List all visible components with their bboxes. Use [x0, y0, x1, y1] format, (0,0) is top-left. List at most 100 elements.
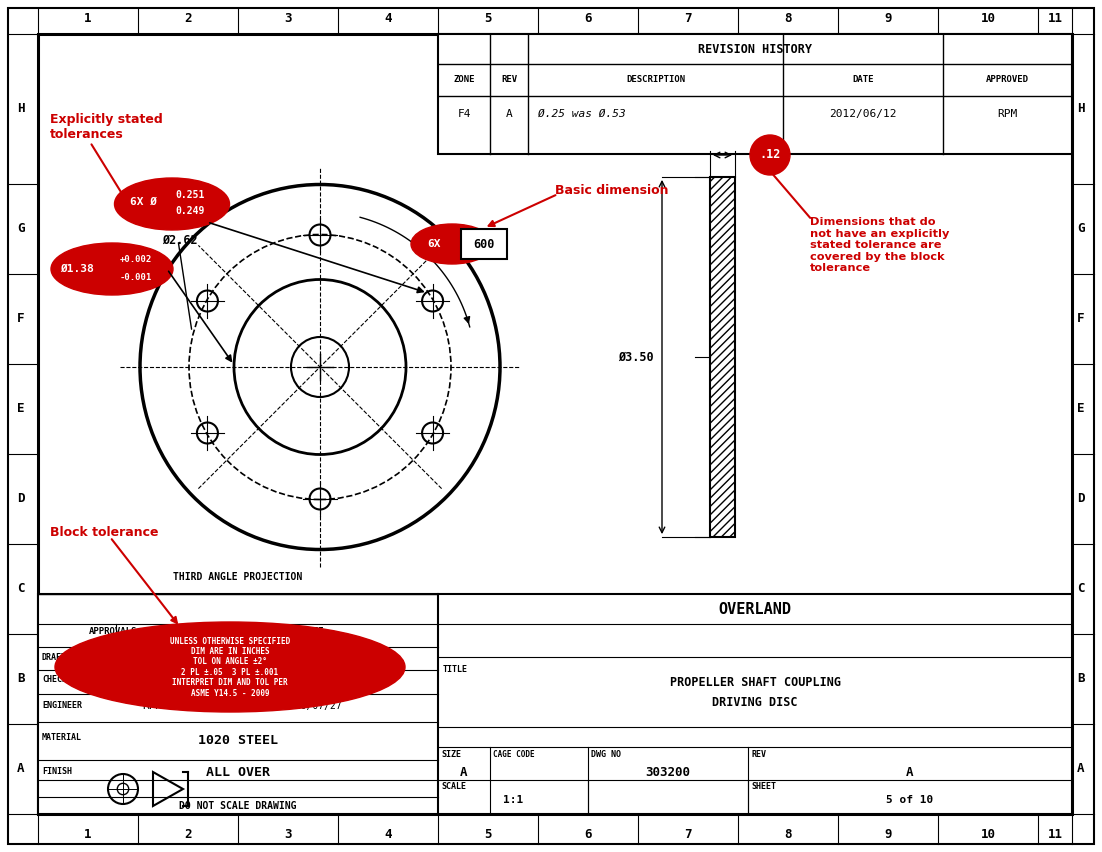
Text: THIRD ANGLE PROJECTION: THIRD ANGLE PROJECTION [173, 572, 303, 582]
Text: DATE: DATE [852, 76, 874, 84]
Text: A: A [1078, 763, 1084, 775]
Text: 6X Ø: 6X Ø [130, 197, 156, 207]
Text: 2: 2 [184, 827, 192, 841]
Text: REV: REV [750, 750, 766, 759]
Text: Ø1.38: Ø1.38 [60, 264, 94, 274]
Text: C: C [1078, 583, 1084, 596]
Text: 10: 10 [981, 11, 995, 25]
Text: D: D [1078, 492, 1084, 505]
Bar [710, 177, 735, 537]
Text: CAGE CODE: CAGE CODE [493, 750, 534, 759]
Text: 7: 7 [684, 827, 692, 841]
Text: Ø3.50: Ø3.50 [618, 350, 653, 364]
Text: APPROVED: APPROVED [986, 76, 1029, 84]
Bar [37, 594, 1072, 814]
Text: A: A [906, 765, 914, 779]
Text: PRT: PRT [142, 652, 162, 662]
Ellipse shape [234, 279, 406, 454]
Text: 600: 600 [474, 238, 495, 250]
Text: PROPELLER SHAFT COUPLING: PROPELLER SHAFT COUPLING [670, 676, 841, 688]
Text: 303200: 303200 [646, 765, 691, 779]
Text: .12: .12 [759, 148, 780, 162]
Text: 8: 8 [785, 827, 791, 841]
Text: 4: 4 [385, 11, 391, 25]
Text: UNLESS OTHERWISE SPECIFIED
DIM ARE IN INCHES
TOL ON ANGLE ±2°
2 PL ±.05  3 PL ±.: UNLESS OTHERWISE SPECIFIED DIM ARE IN IN… [170, 636, 290, 698]
Text: FINISH: FINISH [42, 767, 72, 775]
Text: RPM: RPM [997, 109, 1017, 119]
Text: DESCRIPTION: DESCRIPTION [626, 76, 685, 84]
Text: Block tolerance: Block tolerance [50, 526, 159, 538]
Text: ALL OVER: ALL OVER [206, 765, 270, 779]
Text: H: H [1078, 102, 1084, 116]
Text: G: G [1078, 222, 1084, 235]
Text: 11: 11 [1048, 827, 1062, 841]
Text: 6: 6 [584, 11, 592, 25]
Text: -0.001: -0.001 [120, 273, 152, 283]
Text: REV: REV [501, 76, 517, 84]
Text: APPROVALS: APPROVALS [89, 628, 137, 636]
Text: F: F [18, 313, 24, 325]
Bar [437, 34, 1072, 154]
Text: DRIVING DISC: DRIVING DISC [712, 695, 798, 709]
Text: 5: 5 [484, 11, 491, 25]
Text: 5: 5 [484, 827, 491, 841]
Text: 7: 7 [684, 11, 692, 25]
Text: 9: 9 [884, 827, 892, 841]
Text: 6X: 6X [428, 239, 441, 249]
Text: SCALE: SCALE [441, 782, 466, 791]
Text: B: B [1078, 672, 1084, 686]
Text: 2010/07/26: 2010/07/26 [283, 675, 343, 685]
Text: DATE: DATE [302, 628, 324, 636]
Text: ZONE: ZONE [453, 76, 475, 84]
Text: 10: 10 [981, 827, 995, 841]
Text: 3: 3 [284, 827, 292, 841]
Text: C: C [18, 583, 24, 596]
Text: ENGINEER: ENGINEER [42, 701, 82, 711]
Text: 2010/07/23: 2010/07/23 [283, 652, 343, 662]
Text: Basic dimension: Basic dimension [555, 183, 669, 197]
Text: 0.249: 0.249 [175, 206, 205, 216]
Text: OVERLAND: OVERLAND [719, 602, 791, 617]
FancyBboxPatch shape [461, 229, 507, 259]
Ellipse shape [411, 224, 493, 264]
Text: MATERIAL: MATERIAL [42, 733, 82, 741]
Text: RPM: RPM [142, 701, 162, 711]
Text: CHECKED: CHECKED [42, 676, 77, 684]
Text: +0.002: +0.002 [120, 256, 152, 264]
Text: A: A [461, 765, 467, 779]
Text: 1:1: 1:1 [503, 795, 523, 805]
Ellipse shape [140, 185, 500, 550]
Text: 1020 STEEL: 1020 STEEL [198, 734, 278, 746]
Text: 4: 4 [385, 827, 391, 841]
Text: 0.251: 0.251 [175, 190, 205, 200]
Text: H: H [18, 102, 24, 116]
Text: Ø.25 was Ø.53: Ø.25 was Ø.53 [538, 109, 626, 119]
Ellipse shape [115, 178, 229, 230]
Bar [710, 177, 735, 537]
Text: 3: 3 [284, 11, 292, 25]
Text: KJT: KJT [142, 675, 162, 685]
Text: E: E [18, 402, 24, 416]
Text: 9: 9 [884, 11, 892, 25]
Text: SIZE: SIZE [441, 750, 461, 759]
Ellipse shape [291, 337, 349, 397]
Text: E: E [1078, 402, 1084, 416]
Text: 1: 1 [84, 11, 91, 25]
Ellipse shape [55, 622, 406, 712]
Text: B: B [18, 672, 24, 686]
Text: D: D [18, 492, 24, 505]
Text: 2: 2 [184, 11, 192, 25]
Text: DRAFTER: DRAFTER [42, 653, 77, 661]
Text: 1: 1 [84, 827, 91, 841]
Circle shape [750, 135, 790, 175]
Text: G: G [18, 222, 24, 235]
Text: Ø2.62: Ø2.62 [162, 233, 197, 246]
Text: SHEET: SHEET [750, 782, 776, 791]
Text: DWG NO: DWG NO [591, 750, 622, 759]
Text: F: F [1078, 313, 1084, 325]
Text: TITLE: TITLE [443, 665, 468, 674]
Text: Explicitly stated
tolerances: Explicitly stated tolerances [50, 113, 163, 141]
Text: 2010/07/27: 2010/07/27 [283, 701, 343, 711]
Text: A: A [18, 763, 24, 775]
Text: 2012/06/12: 2012/06/12 [829, 109, 897, 119]
